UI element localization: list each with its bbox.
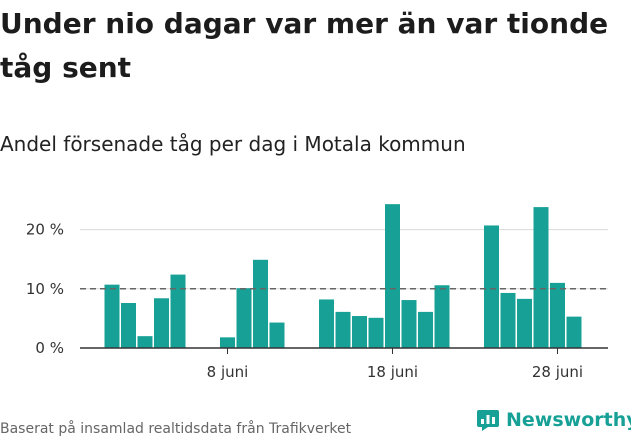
- bar: [566, 316, 582, 348]
- chart-title: Under nio dagar var mer än var tionde tå…: [0, 7, 609, 84]
- bar: [137, 336, 153, 348]
- bar: [550, 282, 565, 348]
- x-tick-label: 18 juni: [367, 363, 418, 381]
- bar: [484, 225, 499, 348]
- y-tick-label: 20 %: [26, 221, 64, 239]
- bar: [170, 274, 186, 348]
- brand-name: Newsworthy: [506, 409, 631, 431]
- bar: [319, 299, 334, 348]
- bar: [533, 207, 549, 348]
- y-tick-label: 10 %: [26, 280, 64, 298]
- gridlines: [80, 229, 608, 290]
- brand-logo: Newsworthy: [476, 408, 631, 432]
- chart-subtitle: Andel försenade tåg per dag i Motala kom…: [0, 132, 466, 156]
- bar: [500, 292, 516, 348]
- bar: [517, 298, 532, 348]
- bar: [154, 298, 169, 348]
- bar: [220, 337, 235, 348]
- bar: [236, 288, 252, 348]
- bar: [418, 311, 433, 348]
- bar: [253, 259, 268, 348]
- bar: [385, 204, 400, 348]
- bar: [368, 317, 384, 348]
- bar: [352, 316, 367, 348]
- x-tick-label: 28 juni: [532, 363, 583, 381]
- bar: [104, 284, 120, 348]
- bars: [104, 204, 582, 348]
- bar: [269, 322, 285, 348]
- x-tick-label: 8 juni: [207, 363, 249, 381]
- bar: [401, 300, 417, 348]
- bar: [121, 303, 136, 348]
- bar-chart: 0 % 10 % 20 % 8 juni 18 juni 28 juni: [26, 204, 608, 381]
- source-note: Baserat på insamlad realtidsdata från Tr…: [0, 421, 352, 437]
- bar: [434, 285, 450, 348]
- newsworthy-bar-chart-icon: [477, 410, 499, 431]
- bar: [335, 311, 351, 348]
- y-tick-label: 0 %: [35, 339, 64, 357]
- axes: 0 % 10 % 20 % 8 juni 18 juni 28 juni: [26, 221, 608, 381]
